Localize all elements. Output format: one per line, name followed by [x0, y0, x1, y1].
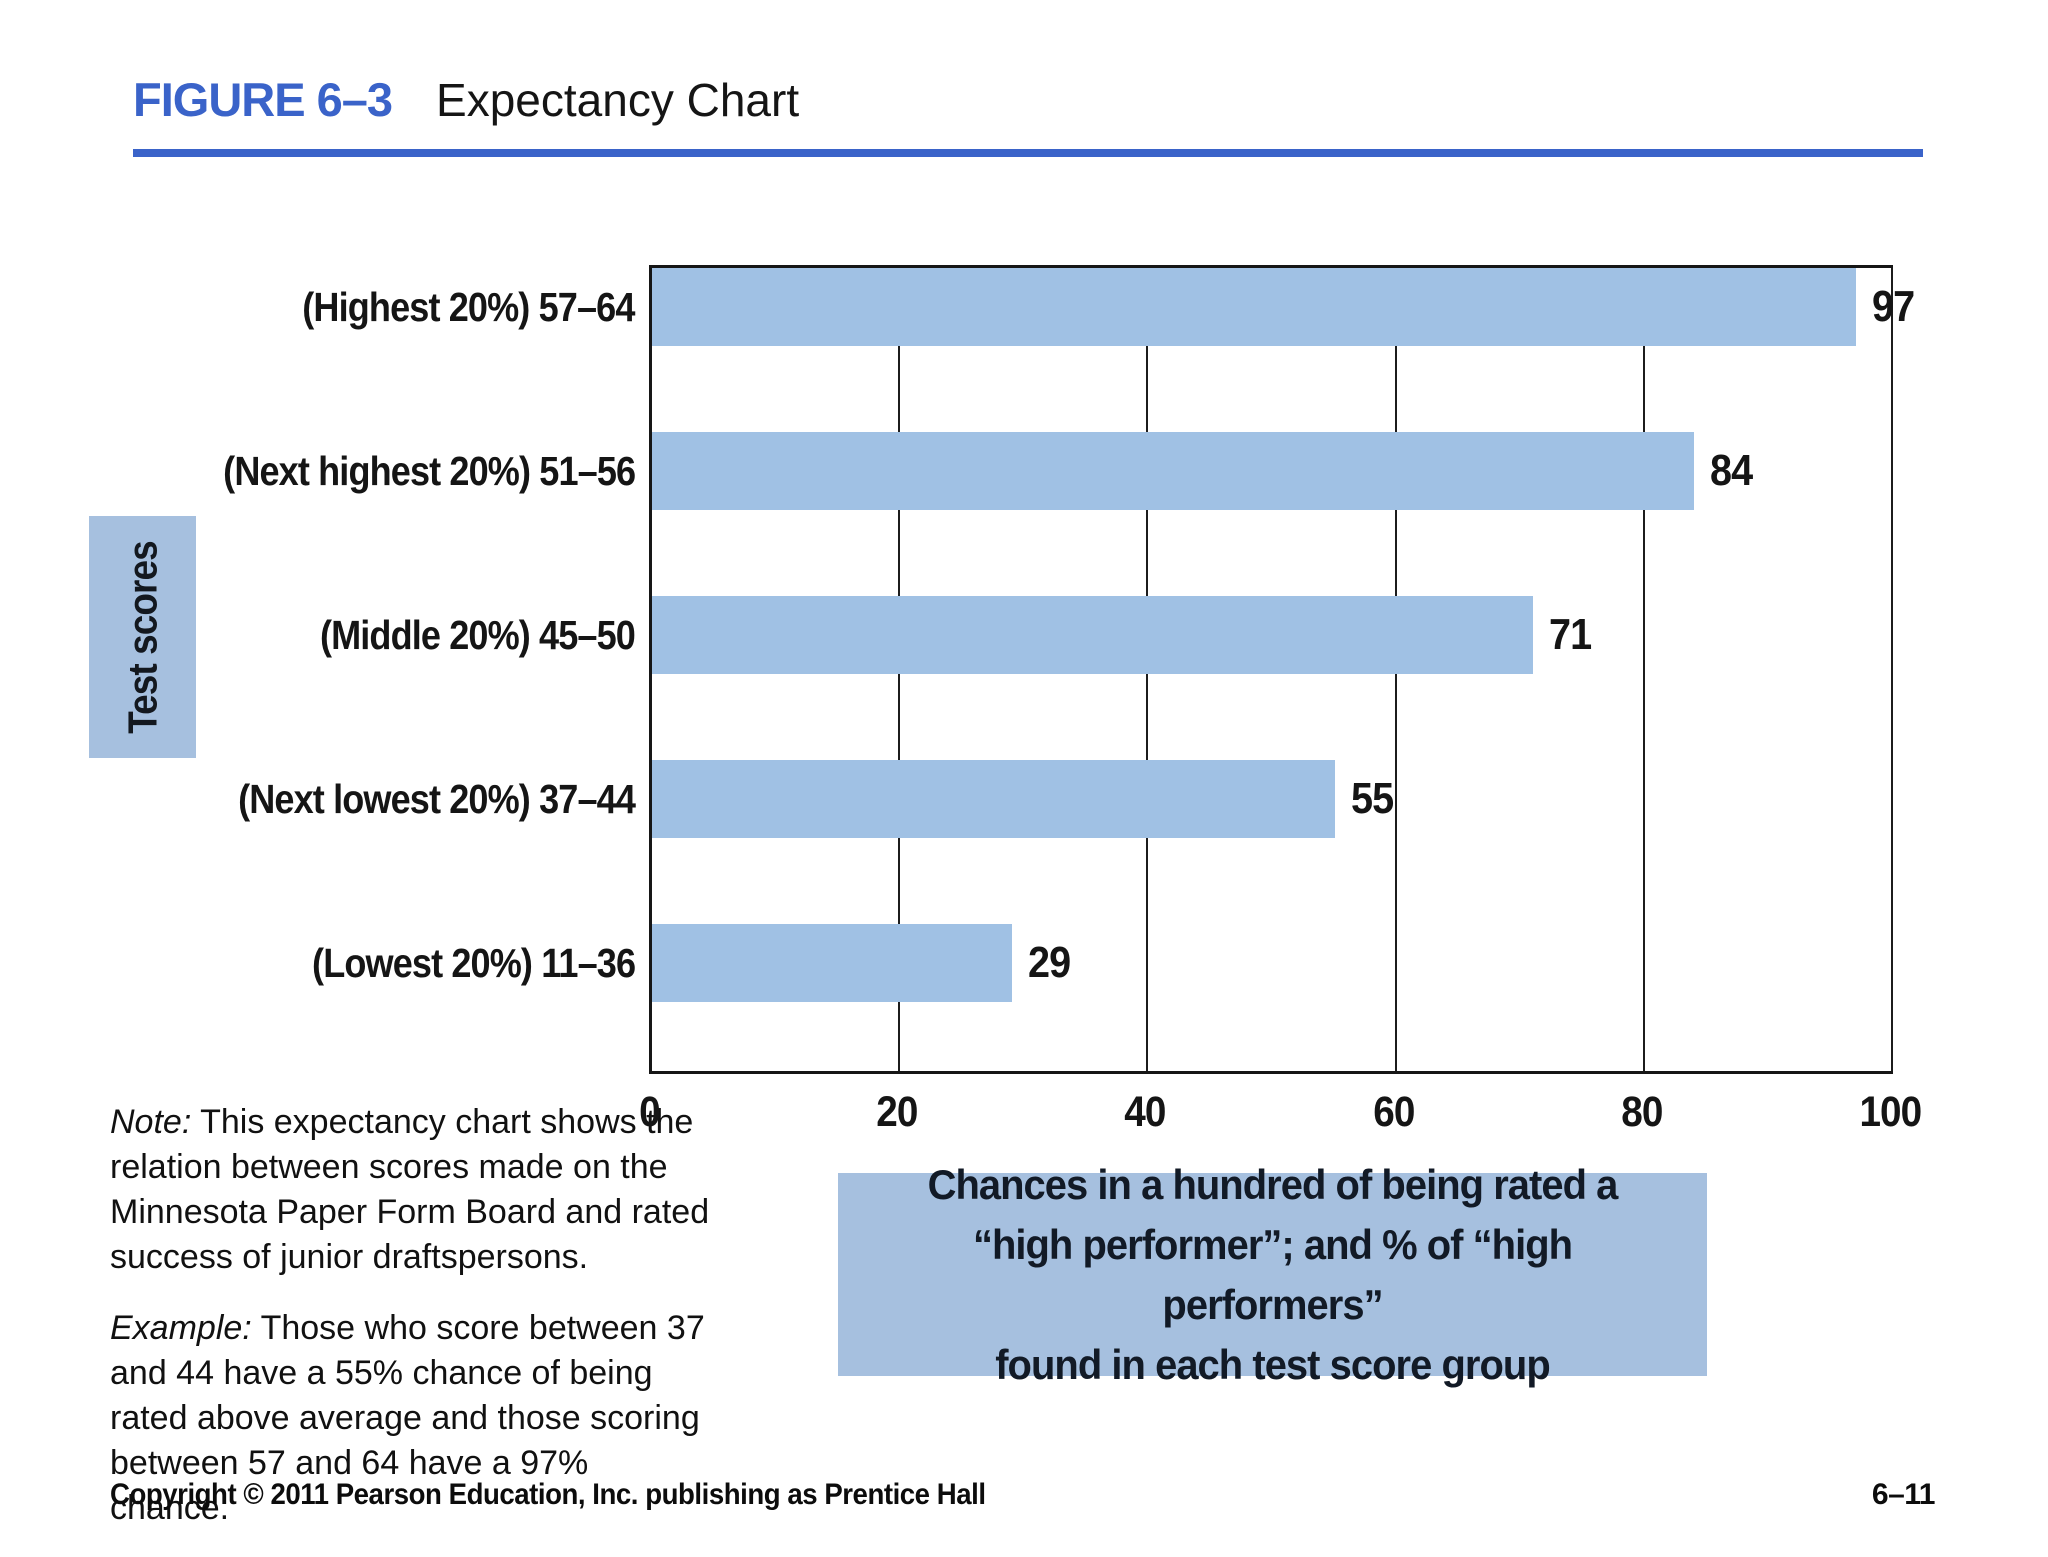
footer-copyright: Copyright © 2011 Pearson Education, Inc.…: [110, 1478, 986, 1511]
bar-chart-plot-area: [649, 265, 1893, 1074]
note-text: This expectancy chart shows the relation…: [110, 1103, 710, 1276]
x-tick-label: 20: [876, 1088, 919, 1136]
figure-number-label: FIGURE 6–3: [133, 73, 393, 126]
grid-line: [1394, 268, 1397, 1071]
slide-title: FIGURE 6–3 Expectancy Chart: [133, 72, 1933, 132]
grid-line: [1891, 268, 1893, 1071]
x-tick-label: 60: [1372, 1088, 1415, 1136]
note-paragraph: Note: This expectancy chart shows the re…: [110, 1100, 710, 1280]
notes-block: Note: This expectancy chart shows the re…: [110, 1100, 710, 1557]
y-axis-label: Test scores: [119, 540, 166, 734]
x-tick-label: 40: [1124, 1088, 1167, 1136]
grid-line: [898, 268, 901, 1071]
grid-line: [1642, 268, 1645, 1071]
title-underline-rule: [133, 149, 1923, 157]
y-axis-label-box: Test scores: [89, 516, 196, 758]
category-label: (Highest 20%) 57–64: [302, 283, 636, 330]
category-label: (Next highest 20%) 51–56: [222, 447, 636, 494]
chart-caption-box: Chances in a hundred of being rated a “h…: [838, 1161, 1707, 1388]
x-tick-label: 80: [1621, 1088, 1663, 1136]
example-lead: Example:: [110, 1309, 252, 1347]
x-tick-label: 100: [1859, 1088, 1922, 1136]
chart-caption-text: Chances in a hundred of being rated a “h…: [927, 1160, 1619, 1388]
note-lead: Note:: [110, 1103, 192, 1141]
grid-line: [1146, 268, 1149, 1071]
category-label: (Lowest 20%) 11–36: [311, 939, 636, 986]
category-label: (Next lowest 20%) 37–44: [238, 775, 636, 822]
page-title: Expectancy Chart: [436, 74, 800, 126]
example-paragraph: Example: Those who score between 37 and …: [110, 1306, 710, 1531]
footer-page-number: 6–11: [1871, 1478, 1936, 1511]
example-text: Those who score between 37 and 44 have a…: [110, 1309, 705, 1527]
